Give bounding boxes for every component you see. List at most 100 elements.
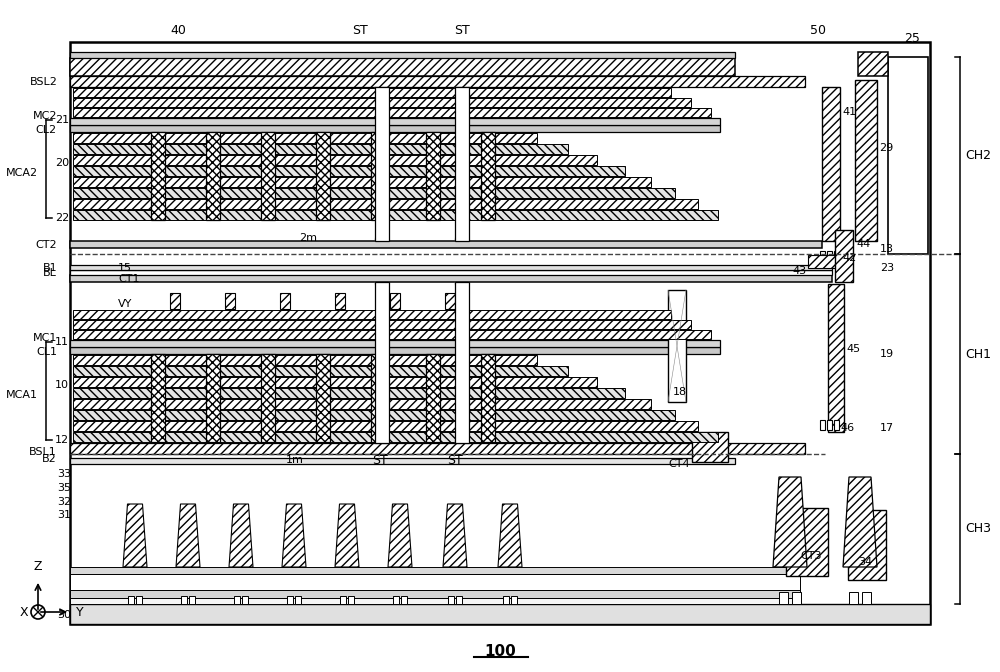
Bar bbox=[70, 598, 800, 604]
Text: ST: ST bbox=[454, 24, 470, 36]
Bar bbox=[786, 508, 828, 576]
Bar bbox=[128, 596, 134, 604]
Bar bbox=[70, 58, 735, 76]
Bar bbox=[348, 596, 354, 604]
Text: 33: 33 bbox=[57, 469, 71, 479]
Bar bbox=[73, 188, 675, 198]
Bar bbox=[375, 87, 389, 241]
Bar bbox=[73, 177, 651, 187]
Text: B2: B2 bbox=[42, 454, 57, 464]
Text: CH2: CH2 bbox=[965, 149, 991, 162]
Bar bbox=[503, 596, 509, 604]
Text: 35: 35 bbox=[57, 483, 71, 493]
Bar bbox=[170, 293, 180, 309]
Bar bbox=[181, 596, 187, 604]
Bar bbox=[73, 98, 691, 107]
Bar bbox=[862, 592, 871, 604]
Bar bbox=[73, 155, 597, 165]
Bar bbox=[73, 166, 625, 176]
Text: 40: 40 bbox=[170, 24, 186, 36]
Bar bbox=[73, 310, 671, 319]
Text: Z: Z bbox=[34, 560, 42, 573]
Text: 10: 10 bbox=[55, 380, 69, 390]
Bar bbox=[73, 432, 718, 442]
Bar bbox=[393, 596, 399, 604]
Bar bbox=[73, 377, 597, 387]
Text: VY: VY bbox=[118, 299, 132, 309]
Text: 29: 29 bbox=[879, 143, 893, 153]
Text: 1m: 1m bbox=[286, 455, 304, 465]
Bar bbox=[448, 596, 454, 604]
Text: 50: 50 bbox=[810, 24, 826, 36]
Text: CH1: CH1 bbox=[965, 347, 991, 360]
Bar bbox=[820, 251, 825, 262]
Text: 34: 34 bbox=[858, 557, 872, 567]
Polygon shape bbox=[843, 477, 877, 567]
Text: 23: 23 bbox=[880, 263, 894, 273]
Bar bbox=[456, 596, 462, 604]
Text: 15: 15 bbox=[118, 263, 132, 273]
Polygon shape bbox=[498, 504, 522, 567]
Text: CL1: CL1 bbox=[36, 347, 57, 357]
Bar bbox=[375, 282, 389, 443]
Bar bbox=[834, 420, 839, 430]
Text: B1: B1 bbox=[42, 263, 57, 273]
Bar bbox=[151, 132, 165, 220]
Polygon shape bbox=[388, 504, 412, 567]
Bar bbox=[206, 132, 220, 220]
Bar bbox=[827, 251, 832, 262]
Bar bbox=[70, 574, 800, 590]
Bar bbox=[855, 80, 877, 241]
Bar bbox=[70, 270, 832, 275]
Text: 21: 21 bbox=[55, 115, 69, 125]
Bar bbox=[70, 118, 720, 125]
Bar bbox=[73, 355, 537, 365]
Bar bbox=[849, 592, 858, 604]
Text: 20: 20 bbox=[55, 158, 69, 168]
Polygon shape bbox=[123, 504, 147, 567]
Text: 12: 12 bbox=[55, 435, 69, 445]
Text: 31: 31 bbox=[57, 510, 71, 520]
Bar bbox=[426, 132, 440, 220]
Text: 41: 41 bbox=[842, 107, 856, 117]
Bar bbox=[73, 410, 675, 420]
Bar bbox=[287, 596, 293, 604]
Bar bbox=[189, 596, 195, 604]
Text: CL2: CL2 bbox=[36, 125, 57, 135]
Bar bbox=[73, 108, 711, 117]
Bar bbox=[70, 265, 832, 270]
Bar bbox=[70, 125, 720, 132]
Bar bbox=[481, 132, 495, 220]
Text: 30: 30 bbox=[57, 610, 71, 620]
Bar bbox=[73, 133, 537, 143]
Polygon shape bbox=[229, 504, 253, 567]
Text: CT2: CT2 bbox=[35, 240, 57, 250]
Text: 42: 42 bbox=[842, 253, 856, 263]
Text: ST: ST bbox=[352, 24, 368, 36]
Text: 19: 19 bbox=[880, 349, 894, 359]
Bar bbox=[70, 52, 735, 58]
Bar bbox=[668, 290, 686, 402]
Polygon shape bbox=[443, 504, 467, 567]
Text: BL: BL bbox=[43, 268, 57, 278]
Text: 11: 11 bbox=[55, 337, 69, 347]
Bar bbox=[481, 354, 495, 442]
Text: BSL1: BSL1 bbox=[29, 447, 57, 457]
Polygon shape bbox=[773, 477, 807, 567]
Bar bbox=[848, 510, 886, 580]
Text: 22: 22 bbox=[55, 213, 69, 223]
Text: MCA1: MCA1 bbox=[6, 390, 38, 400]
Text: 13: 13 bbox=[880, 244, 894, 254]
Bar bbox=[261, 132, 275, 220]
Bar bbox=[827, 420, 832, 430]
Bar bbox=[280, 293, 290, 309]
Bar bbox=[73, 421, 698, 431]
Bar bbox=[455, 87, 469, 241]
Bar bbox=[225, 293, 235, 309]
Bar bbox=[70, 604, 930, 624]
Text: CT3: CT3 bbox=[800, 551, 822, 561]
Text: 45: 45 bbox=[846, 344, 860, 354]
Text: CT4: CT4 bbox=[668, 459, 690, 469]
Bar bbox=[888, 57, 928, 254]
Bar bbox=[136, 596, 142, 604]
